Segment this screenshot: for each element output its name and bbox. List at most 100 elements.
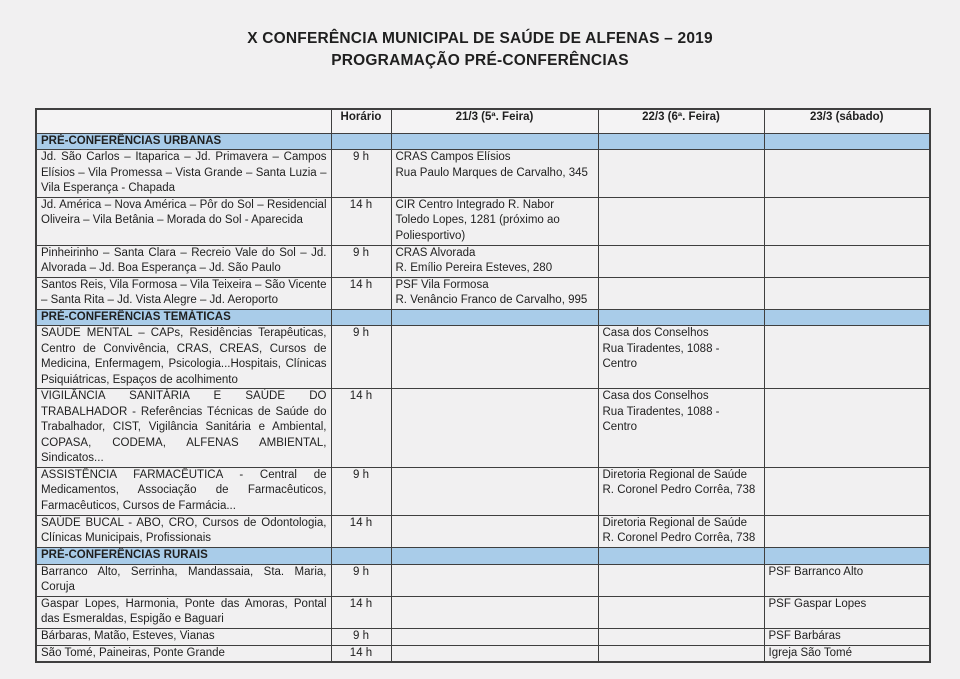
venue-23-3-cell: PSF Barranco Alto <box>763 563 931 597</box>
section-label: PRÉ-CONFERÊNCIAS RURAIS <box>35 546 332 565</box>
areas-cell: Pinheirinho – Santa Clara – Recreio Vale… <box>35 244 332 278</box>
section-label: PRÉ-CONFERÊNCIAS TEMÁTICAS <box>35 308 332 326</box>
venue-23-3-cell <box>763 196 931 246</box>
areas-cell: VIGILÂNCIA SANITÁRIA E SAÚDE DO TRABALHA… <box>35 388 332 468</box>
venue-22-3-cell: Diretoria Regional de Saúde R. Coronel P… <box>597 466 765 516</box>
time-cell: 9 h <box>330 149 392 198</box>
col-header-23-3: 23/3 (sábado) <box>763 108 931 134</box>
section-empty-cell <box>390 132 599 150</box>
table-row: SAÚDE BUCAL - ABO, CRO, Cursos de Odonto… <box>35 514 931 548</box>
venue-21-3-cell <box>390 514 599 548</box>
time-cell: 14 h <box>330 595 392 629</box>
section-row-tematicas: PRÉ-CONFERÊNCIAS TEMÁTICAS <box>35 308 931 326</box>
venue-23-3-cell <box>763 466 931 516</box>
time-cell: 9 h <box>330 563 392 597</box>
table-row: SAÚDE MENTAL – CAPs, Residências Terapêu… <box>35 325 931 389</box>
col-header-time: Horário <box>330 108 392 134</box>
venue-22-3-cell: Casa dos Conselhos Rua Tiradentes, 1088 … <box>597 325 765 389</box>
table-row: Pinheirinho – Santa Clara – Recreio Vale… <box>35 244 931 278</box>
section-empty-cell <box>330 308 392 326</box>
section-row-rurais: PRÉ-CONFERÊNCIAS RURAIS <box>35 546 931 565</box>
venue-21-3-cell <box>390 627 599 646</box>
venue-21-3-cell: CRAS Alvorada R. Emílio Pereira Esteves,… <box>390 244 599 278</box>
venue-22-3-cell <box>597 276 765 310</box>
table-row: Bárbaras, Matão, Esteves, Vianas 9 h PSF… <box>35 627 931 646</box>
venue-23-3-cell <box>763 149 931 198</box>
venue-23-3-cell <box>763 276 931 310</box>
venue-21-3-cell <box>390 595 599 629</box>
section-empty-cell <box>330 546 392 565</box>
venue-22-3-cell <box>597 644 765 663</box>
venue-21-3-cell <box>390 388 599 468</box>
section-empty-cell <box>597 132 765 150</box>
venue-21-3-cell: CRAS Campos Elísios Rua Paulo Marques de… <box>390 149 599 198</box>
section-row-urbanas: PRÉ-CONFERÊNCIAS URBANAS <box>35 132 931 150</box>
venue-23-3-cell: PSF Barbáras <box>763 627 931 646</box>
areas-cell: Bárbaras, Matão, Esteves, Vianas <box>35 627 332 646</box>
venue-21-3-cell: CIR Centro Integrado R. Nabor Toledo Lop… <box>390 196 599 246</box>
venue-21-3-cell <box>390 563 599 597</box>
venue-22-3-cell <box>597 149 765 198</box>
areas-cell: Jd. América – Nova América – Pôr do Sol … <box>35 196 332 246</box>
section-empty-cell <box>597 546 765 565</box>
time-cell: 14 h <box>330 388 392 468</box>
venue-22-3-cell: Diretoria Regional de Saúde R. Coronel P… <box>597 514 765 548</box>
venue-21-3-cell <box>390 466 599 516</box>
time-cell: 9 h <box>330 466 392 516</box>
col-header-areas <box>35 108 332 134</box>
table-row: Barranco Alto, Serrinha, Mandassaia, Sta… <box>35 563 931 597</box>
venue-22-3-cell <box>597 563 765 597</box>
section-empty-cell <box>763 132 931 150</box>
areas-cell: Barranco Alto, Serrinha, Mandassaia, Sta… <box>35 563 332 597</box>
areas-cell: SAÚDE BUCAL - ABO, CRO, Cursos de Odonto… <box>35 514 332 548</box>
table-row: Santos Reis, Vila Formosa – Vila Teixeir… <box>35 276 931 310</box>
venue-23-3-cell <box>763 514 931 548</box>
areas-cell: SAÚDE MENTAL – CAPs, Residências Terapêu… <box>35 325 332 389</box>
section-empty-cell <box>597 308 765 326</box>
schedule-table: Horário 21/3 (5ª. Feira) 22/3 (6ª. Feira… <box>35 108 931 663</box>
table-row: Gaspar Lopes, Harmonia, Ponte das Amoras… <box>35 595 931 629</box>
venue-22-3-cell <box>597 595 765 629</box>
section-empty-cell <box>763 546 931 565</box>
section-empty-cell <box>390 546 599 565</box>
section-empty-cell <box>763 308 931 326</box>
venue-21-3-cell <box>390 325 599 389</box>
title-line-1: X CONFERÊNCIA MUNICIPAL DE SAÚDE DE ALFE… <box>247 30 713 47</box>
venue-23-3-cell <box>763 244 931 278</box>
time-cell: 14 h <box>330 644 392 663</box>
time-cell: 14 h <box>330 276 392 310</box>
col-header-21-3: 21/3 (5ª. Feira) <box>390 108 599 134</box>
time-cell: 9 h <box>330 244 392 278</box>
col-header-22-3: 22/3 (6ª. Feira) <box>597 108 765 134</box>
areas-cell: São Tomé, Paineiras, Ponte Grande <box>35 644 332 663</box>
time-cell: 9 h <box>330 627 392 646</box>
venue-23-3-cell: Igreja São Tomé <box>763 644 931 663</box>
section-label: PRÉ-CONFERÊNCIAS URBANAS <box>35 132 332 150</box>
table-row: São Tomé, Paineiras, Ponte Grande 14 h I… <box>35 644 931 663</box>
table-row: ASSISTÊNCIA FARMACÊUTICA - Central de Me… <box>35 466 931 516</box>
table-row: Jd. São Carlos – Itaparica – Jd. Primave… <box>35 149 931 198</box>
section-empty-cell <box>330 132 392 150</box>
areas-cell: Santos Reis, Vila Formosa – Vila Teixeir… <box>35 276 332 310</box>
time-cell: 14 h <box>330 196 392 246</box>
venue-22-3-cell: Casa dos Conselhos Rua Tiradentes, 1088 … <box>597 388 765 468</box>
table-row: Jd. América – Nova América – Pôr do Sol … <box>35 196 931 246</box>
venue-22-3-cell <box>597 627 765 646</box>
venue-22-3-cell <box>597 196 765 246</box>
header-row: Horário 21/3 (5ª. Feira) 22/3 (6ª. Feira… <box>35 108 931 134</box>
areas-cell: Gaspar Lopes, Harmonia, Ponte das Amoras… <box>35 595 332 629</box>
venue-23-3-cell <box>763 325 931 389</box>
title-line-2: PROGRAMAÇÃO PRÉ-CONFERÊNCIAS <box>331 52 629 69</box>
section-empty-cell <box>390 308 599 326</box>
areas-cell: ASSISTÊNCIA FARMACÊUTICA - Central de Me… <box>35 466 332 516</box>
document-title: X CONFERÊNCIA MUNICIPAL DE SAÚDE DE ALFE… <box>0 0 960 72</box>
venue-22-3-cell <box>597 244 765 278</box>
venue-21-3-cell: PSF Vila Formosa R. Venâncio Franco de C… <box>390 276 599 310</box>
venue-23-3-cell <box>763 388 931 468</box>
venue-23-3-cell: PSF Gaspar Lopes <box>763 595 931 629</box>
areas-cell: Jd. São Carlos – Itaparica – Jd. Primave… <box>35 149 332 198</box>
table-row: VIGILÂNCIA SANITÁRIA E SAÚDE DO TRABALHA… <box>35 388 931 468</box>
venue-21-3-cell <box>390 644 599 663</box>
time-cell: 9 h <box>330 325 392 389</box>
